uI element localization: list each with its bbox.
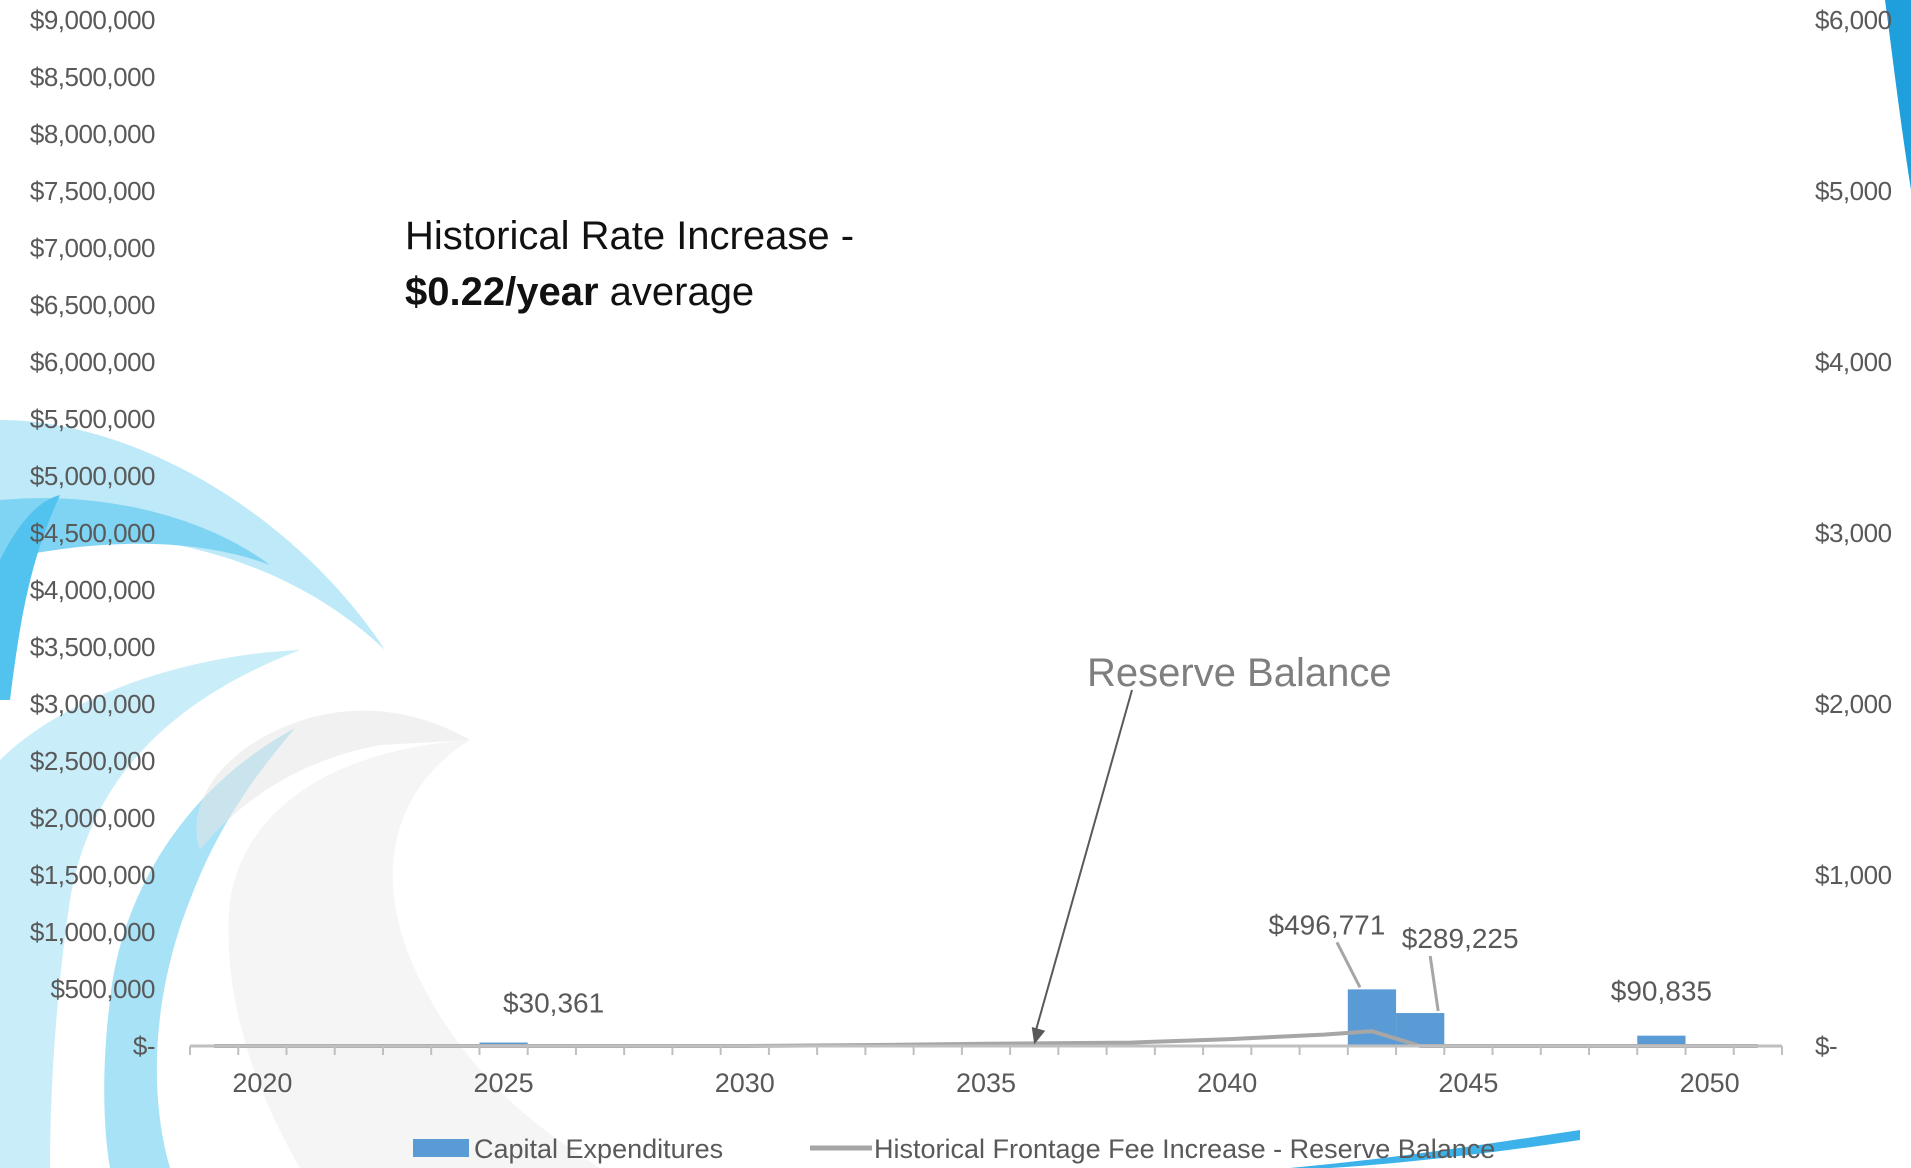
left-axis-tick-label: $500,000 (51, 974, 155, 1004)
x-axis-tick-label: 2025 (474, 1068, 534, 1098)
right-axis-tick-labels: $- $1,000 $2,000 $3,000 $4,000 $5,000 $6,000 (1815, 5, 1892, 1061)
data-label: $496,771 (1269, 909, 1386, 940)
legend-swatch-capital-expenditures (413, 1139, 469, 1157)
annotation-rate: $0.22/year (405, 270, 599, 314)
x-axis-tick-label: 2045 (1438, 1068, 1498, 1098)
x-axis-tick-label: 2035 (956, 1068, 1016, 1098)
left-axis-tick-label: $6,000,000 (30, 347, 155, 377)
left-axis-tick-label: $8,500,000 (30, 62, 155, 92)
left-axis-tick-label: $2,500,000 (30, 746, 155, 776)
legend-label-capital-expenditures: Capital Expenditures (474, 1134, 723, 1164)
data-label-leader-line (1335, 941, 1362, 989)
annotation-line2: $0.22/year average (405, 264, 854, 320)
right-axis-tick-label: $2,000 (1815, 689, 1892, 719)
x-axis-tick-label: 2050 (1680, 1068, 1740, 1098)
x-axis-tick-label: 2020 (232, 1068, 292, 1098)
legend: Capital Expenditures Historical Frontage … (413, 1134, 1495, 1164)
callout-arrow-line (1033, 689, 1133, 1037)
left-axis-tick-labels: $- $500,000 $1,000,000 $1,500,000 $2,000,000… (30, 5, 156, 1061)
x-axis-tick-label: 2030 (715, 1068, 775, 1098)
data-label: $30,361 (503, 988, 604, 1019)
capital-expenditures-bars (479, 989, 1686, 1046)
left-axis-tick-label: $7,500,000 (30, 176, 155, 206)
left-axis-tick-label: $4,500,000 (30, 518, 155, 548)
left-axis-tick-label: $5,500,000 (30, 404, 155, 434)
right-axis-tick-label: $4,000 (1815, 347, 1892, 377)
reserve-balance-callout: Reserve Balance (1031, 651, 1392, 1045)
rate-increase-annotation: Historical Rate Increase - $0.22/year av… (405, 208, 854, 320)
left-axis-tick-label: $5,000,000 (30, 461, 155, 491)
right-axis-tick-label: $3,000 (1815, 518, 1892, 548)
left-axis-tick-label: $6,500,000 (30, 290, 155, 320)
data-label: $289,225 (1402, 923, 1519, 954)
left-axis-tick-label: $1,000,000 (30, 917, 155, 947)
data-label-leader-line (1428, 955, 1440, 1012)
callout-arrow-head (1031, 1027, 1046, 1045)
left-axis-tick-label: $9,000,000 (30, 5, 155, 35)
right-axis-tick-label: $5,000 (1815, 176, 1892, 206)
x-axis (189, 1044, 1783, 1055)
reserve-balance-line (214, 1029, 1758, 1048)
left-axis-tick-label: $7,000,000 (30, 233, 155, 263)
data-labels: $30,361 $496,771 $289,225 $90,835 (503, 909, 1712, 1018)
right-axis-tick-label: $1,000 (1815, 860, 1892, 890)
right-axis-tick-label: $- (1815, 1031, 1837, 1061)
capital-expenditure-bar (1637, 1035, 1686, 1046)
annotation-rest: average (598, 270, 755, 314)
left-axis-tick-label: $8,000,000 (30, 119, 155, 149)
left-axis-tick-label: $- (133, 1031, 155, 1061)
left-axis-tick-label: $1,500,000 (30, 860, 155, 890)
left-axis-tick-label: $3,500,000 (30, 632, 155, 662)
data-label: $90,835 (1611, 976, 1712, 1007)
left-axis-tick-label: $2,000,000 (30, 803, 155, 833)
legend-label-reserve-balance: Historical Frontage Fee Increase - Reser… (874, 1134, 1495, 1164)
callout-label: Reserve Balance (1087, 651, 1392, 695)
x-axis-tick-labels: 2020 2025 2030 2035 2040 2045 2050 (232, 1068, 1739, 1098)
left-axis-tick-label: $3,000,000 (30, 689, 155, 719)
left-axis-tick-label: $4,000,000 (30, 575, 155, 605)
x-axis-tick-label: 2040 (1197, 1068, 1257, 1098)
reserve-balance-line-series (214, 1029, 1758, 1048)
right-axis-tick-label: $6,000 (1815, 5, 1892, 35)
annotation-line1: Historical Rate Increase - (405, 214, 855, 258)
